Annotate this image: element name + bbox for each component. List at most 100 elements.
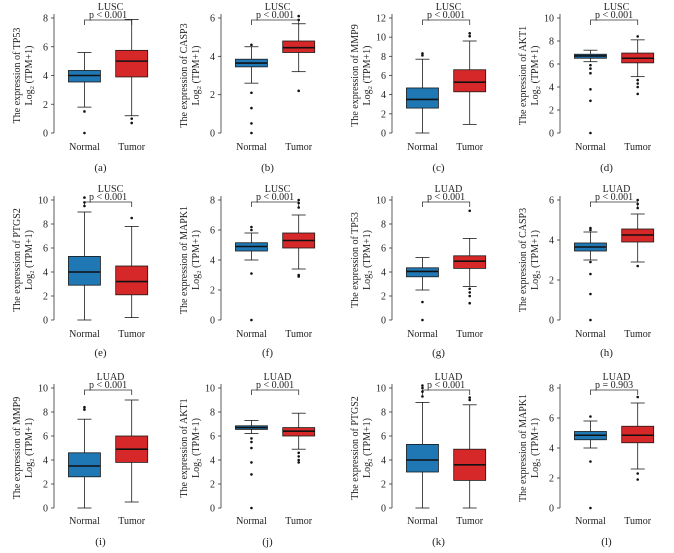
y-tick-label: 8 — [549, 384, 554, 395]
y-tick-label: 12 — [376, 14, 386, 25]
y-tick-label: 4 — [43, 456, 48, 467]
x-category-label: Normal — [236, 329, 267, 340]
y-axis-title: The expression of MAPK1 — [179, 206, 190, 314]
iqr-box — [115, 49, 149, 78]
y-axis-unit: Log₂ (TPM+1) — [530, 418, 541, 478]
outlier-point — [589, 67, 592, 70]
y-tick-label: 6 — [549, 196, 554, 207]
x-category-label: Tumor — [285, 142, 313, 153]
p-value-label: p < 0.001 — [427, 192, 465, 203]
outlier-point — [421, 300, 424, 304]
y-axis-unit: Log₂ (TPM+1) — [191, 418, 202, 478]
box-normal — [406, 52, 439, 134]
outlier-point — [636, 78, 639, 82]
box-tumor — [621, 35, 655, 96]
y-tick-label: 2 — [210, 90, 215, 101]
panel-d: 0 2 4 6 8 10 The expression of AKT1 Log₂ (TPM+1… — [518, 2, 655, 174]
panel-g: 0 2 4 6 8 10 The expression of TP53 Log₂ (TPM+1… — [350, 184, 487, 359]
p-value-label: p < 0.001 — [427, 380, 465, 391]
outlier-point — [83, 110, 86, 113]
panel-label: (a) — [94, 162, 107, 174]
panel-title: LUSC — [436, 2, 462, 13]
y-axis-title: The expression of TP53 — [350, 212, 361, 308]
p-value-label: p < 0.001 — [427, 10, 465, 21]
y-tick-label: 4 — [381, 90, 386, 101]
x-category-label: Tumor — [624, 516, 652, 527]
panel-label: (g) — [432, 347, 445, 359]
iqr-box — [406, 87, 439, 109]
y-axis-title: The expression of MAPK1 — [518, 394, 529, 502]
y-axis-title: The expression of CASP3 — [518, 208, 529, 312]
box-tumor — [115, 399, 149, 503]
y-tick-label: 10 — [205, 384, 215, 395]
iqr-box — [453, 69, 487, 93]
y-tick-label: 0 — [43, 129, 48, 140]
outlier-point — [297, 198, 301, 202]
iqr-box — [406, 267, 439, 278]
significance-bracket — [422, 19, 471, 25]
outlier-point — [468, 398, 472, 402]
outlier-point — [250, 318, 253, 322]
outlier-point — [297, 275, 301, 278]
significance-bracket — [422, 201, 471, 207]
panel-title: LUAD — [435, 184, 463, 195]
y-tick-label: 2 — [381, 292, 386, 303]
y-tick-label: 6 — [43, 244, 48, 255]
outlier-point — [250, 43, 253, 47]
y-tick-label: 6 — [210, 432, 215, 443]
outlier-point — [421, 318, 424, 322]
box-normal — [406, 257, 439, 322]
outlier-point — [421, 395, 424, 398]
panel-f: 0 2 4 6 8 The expression of MAPK1 Log₂ (TPM+1)… — [179, 184, 316, 359]
outlier-point — [468, 34, 472, 38]
y-tick-label: 0 — [43, 504, 48, 515]
x-category-label: Normal — [69, 142, 100, 153]
y-tick-label: 6 — [381, 71, 386, 82]
y-axis-unit: Log₂ (TPM+1) — [24, 230, 35, 290]
y-axis-title: The expression of AKT1 — [179, 398, 190, 497]
box-normal — [574, 415, 607, 510]
y-tick-label: 0 — [549, 316, 554, 327]
y-axis-title: The expression of CASP3 — [179, 23, 190, 127]
outlier-point — [468, 396, 472, 399]
y-tick-label: 4 — [381, 268, 386, 279]
outlier-point — [589, 318, 592, 322]
box-tumor — [115, 19, 149, 125]
iqr-box — [68, 452, 101, 478]
panel-label: (k) — [432, 536, 445, 548]
outlier-point — [468, 209, 472, 213]
y-tick-label: 4 — [549, 83, 554, 94]
panel-title: LUSC — [265, 184, 291, 195]
y-axis-unit: Log₂ (TPM+1) — [24, 418, 35, 478]
y-tick-label: 6 — [381, 432, 386, 443]
y-tick-label: 8 — [210, 408, 215, 419]
outlier-point — [250, 228, 253, 232]
y-tick-label: 0 — [549, 504, 554, 515]
y-axis-title: The expression of AKT1 — [518, 26, 529, 125]
y-tick-label: 8 — [210, 196, 215, 207]
y-tick-label: 8 — [381, 220, 386, 231]
outlier-point — [589, 292, 592, 296]
outlier-point — [250, 225, 253, 229]
box-tumor — [453, 32, 487, 125]
box-normal — [235, 43, 268, 135]
panel-b: 0 2 4 6 The expression of CASP3 Log₂ (TPM+1) L… — [179, 2, 316, 174]
y-tick-label: 6 — [210, 226, 215, 237]
outlier-point — [589, 63, 592, 67]
outlier-point — [421, 54, 424, 57]
outlier-point — [468, 291, 472, 294]
x-category-label: Normal — [575, 142, 606, 153]
p-value-label: p < 0.001 — [256, 192, 294, 203]
x-category-label: Tumor — [285, 329, 313, 340]
outlier-point — [297, 455, 301, 458]
y-tick-label: 8 — [549, 37, 554, 48]
y-tick-label: 2 — [381, 109, 386, 120]
box-normal — [574, 226, 607, 322]
outlier-point — [250, 91, 253, 95]
y-tick-label: 6 — [381, 244, 386, 255]
y-tick-label: 0 — [210, 504, 215, 515]
x-category-label: Tumor — [624, 329, 652, 340]
panel-j: 0 2 4 6 8 10 The expression of AKT1 Log₂ (TPM+1… — [179, 372, 316, 548]
y-tick-label: 0 — [381, 504, 386, 515]
outlier-point — [250, 440, 253, 444]
